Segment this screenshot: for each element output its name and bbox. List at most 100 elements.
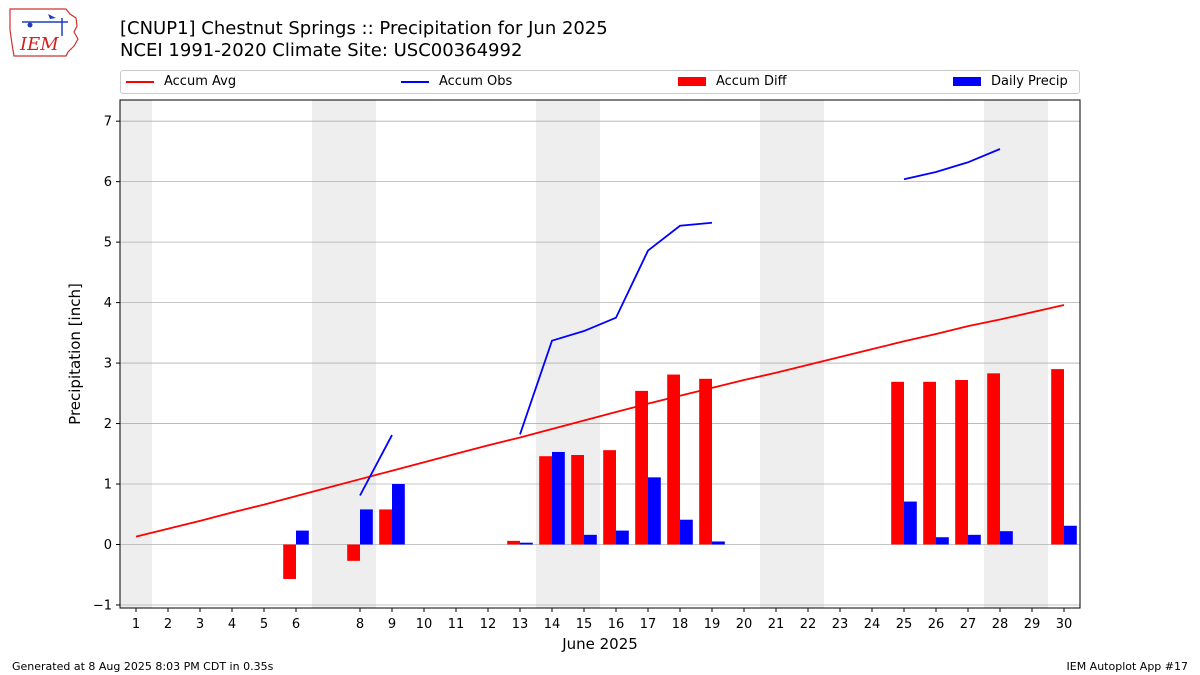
x-tick-label: 8 bbox=[356, 617, 364, 632]
accum-diff-bar bbox=[379, 509, 392, 545]
accum-diff-bar bbox=[955, 380, 968, 545]
x-tick-label: 24 bbox=[864, 617, 881, 632]
x-tick-label: 12 bbox=[480, 617, 497, 632]
legend-item-daily-precip: Daily Precip bbox=[953, 74, 1068, 89]
daily-precip-bar bbox=[1064, 525, 1077, 545]
accum-diff-bar bbox=[571, 454, 584, 545]
accum-diff-bar bbox=[1051, 369, 1064, 545]
accum-diff-bar bbox=[283, 544, 296, 579]
y-tick-label: 7 bbox=[104, 115, 112, 130]
x-tick-label: 10 bbox=[416, 617, 433, 632]
accum-diff-bar bbox=[603, 450, 616, 545]
chart-title: [CNUP1] Chestnut Springs :: Precipitatio… bbox=[120, 18, 608, 39]
x-tick-label: 6 bbox=[292, 617, 300, 632]
y-axis-label: Precipitation [inch] bbox=[66, 283, 84, 425]
x-tick-label: 2 bbox=[164, 617, 172, 632]
daily-precip-bar bbox=[392, 484, 405, 545]
legend-item-accum-avg: Accum Avg bbox=[126, 74, 236, 89]
y-tick-label: 6 bbox=[104, 175, 112, 190]
weekend-shade-day-1 bbox=[120, 100, 152, 608]
daily-precip-bar bbox=[520, 542, 533, 545]
legend-label-accum-obs: Accum Obs bbox=[439, 74, 513, 89]
accum-diff-bar bbox=[699, 378, 712, 545]
accum-obs-line bbox=[519, 221, 713, 435]
legend-swatch-accum-diff bbox=[678, 77, 706, 86]
x-tick-label: 25 bbox=[896, 617, 913, 632]
y-tick-label: 0 bbox=[104, 538, 112, 553]
accum-diff-bar bbox=[987, 373, 1000, 545]
legend: Accum Avg Accum Obs Accum Diff Daily Pre… bbox=[120, 70, 1080, 94]
x-tick-label: 28 bbox=[992, 617, 1009, 632]
accum-diff-bar bbox=[507, 540, 520, 545]
accum-diff-bar bbox=[635, 390, 648, 545]
accum-obs-line bbox=[359, 434, 393, 496]
bars bbox=[283, 369, 1077, 579]
weekend-shade-day-22 bbox=[792, 100, 824, 608]
x-tick-label: 5 bbox=[260, 617, 268, 632]
accum-diff-bar bbox=[891, 381, 904, 545]
daily-precip-bar bbox=[296, 530, 309, 545]
x-tick-label: 15 bbox=[576, 617, 593, 632]
x-tick-label: 4 bbox=[228, 617, 236, 632]
accum-diff-bar bbox=[539, 456, 552, 545]
accum-avg-line bbox=[135, 304, 1065, 538]
x-tick-label: 17 bbox=[640, 617, 657, 632]
legend-item-accum-obs: Accum Obs bbox=[401, 74, 512, 89]
daily-precip-bar bbox=[680, 519, 693, 545]
y-tick-label: 2 bbox=[104, 417, 112, 432]
series-lines bbox=[135, 148, 1065, 538]
accum-diff-bar bbox=[923, 381, 936, 545]
x-tick-label: 3 bbox=[196, 617, 204, 632]
y-axis-ticks: −1 0 1 2 3 4 5 6 7 bbox=[93, 115, 120, 613]
legend-label-accum-diff: Accum Diff bbox=[716, 74, 787, 89]
x-tick-label: 26 bbox=[928, 617, 945, 632]
x-tick-label: 21 bbox=[768, 617, 785, 632]
x-tick-label: 1 bbox=[132, 617, 140, 632]
weekend-shade-day-7 bbox=[312, 100, 344, 608]
footer-app-label: IEM Autoplot App #17 bbox=[1066, 660, 1189, 673]
x-tick-label: 30 bbox=[1056, 617, 1073, 632]
y-tick-label: 3 bbox=[104, 357, 112, 372]
grid-lines bbox=[120, 120, 1080, 606]
logo-text: IEM bbox=[19, 34, 59, 55]
iem-logo: IEM bbox=[9, 8, 79, 57]
y-tick-label: 1 bbox=[104, 478, 112, 493]
x-axis-label: June 2025 bbox=[561, 635, 638, 653]
x-tick-label: 27 bbox=[960, 617, 977, 632]
x-tick-label: 29 bbox=[1024, 617, 1041, 632]
daily-precip-bar bbox=[904, 501, 917, 545]
x-tick-label: 16 bbox=[608, 617, 625, 632]
x-tick-label: 13 bbox=[512, 617, 529, 632]
weekend-shade-day-29 bbox=[1016, 100, 1048, 608]
legend-item-accum-diff: Accum Diff bbox=[678, 74, 787, 89]
legend-label-accum-avg: Accum Avg bbox=[164, 74, 237, 89]
x-tick-label: 14 bbox=[544, 617, 561, 632]
x-tick-label: 19 bbox=[704, 617, 721, 632]
y-tick-label: −1 bbox=[93, 598, 112, 613]
legend-swatch-daily-precip bbox=[953, 77, 981, 86]
daily-precip-bar bbox=[552, 451, 565, 545]
plot-frame bbox=[119, 99, 1081, 609]
accum-diff-bar bbox=[347, 544, 360, 561]
daily-precip-bar bbox=[968, 534, 981, 545]
x-tick-label: 23 bbox=[832, 617, 849, 632]
x-tick-label: 11 bbox=[448, 617, 465, 632]
y-tick-label: 5 bbox=[104, 236, 112, 251]
daily-precip-bar bbox=[648, 477, 661, 545]
daily-precip-bar bbox=[712, 541, 725, 545]
x-tick-label: 20 bbox=[736, 617, 753, 632]
chart-subtitle: NCEI 1991-2020 Climate Site: USC00364992 bbox=[120, 40, 523, 61]
weekend-shade-day-21 bbox=[760, 100, 792, 608]
daily-precip-bar bbox=[936, 537, 949, 545]
x-axis-ticks: 1 2 3 4 5 6 8 9 10 11 12 13 14 15 16 17 18 19 20 21 22 23 24 25… bbox=[132, 608, 1072, 632]
daily-precip-bar bbox=[584, 534, 597, 545]
accum-obs-line bbox=[903, 148, 1001, 181]
daily-precip-bar bbox=[1000, 531, 1013, 545]
accum-diff-bar bbox=[667, 374, 680, 545]
daily-precip-bar bbox=[360, 509, 373, 545]
y-tick-label: 4 bbox=[104, 296, 112, 311]
legend-label-daily-precip: Daily Precip bbox=[991, 74, 1068, 89]
legend-swatch-accum-obs bbox=[401, 80, 429, 83]
iowa-outline-icon bbox=[9, 8, 79, 57]
